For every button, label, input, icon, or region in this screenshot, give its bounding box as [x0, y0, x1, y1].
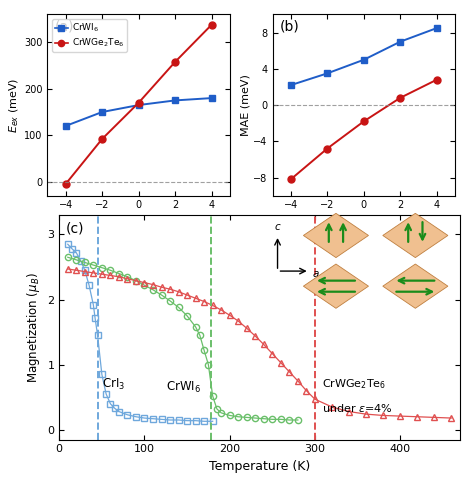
Legend: CrWI$_6$, CrWGe$_2$Te$_6$: CrWI$_6$, CrWGe$_2$Te$_6$: [52, 19, 127, 52]
Text: (a): (a): [55, 20, 74, 34]
X-axis label: Temperature (K): Temperature (K): [209, 460, 310, 473]
Text: $a$: $a$: [311, 269, 319, 279]
Text: (c): (c): [65, 222, 84, 236]
Text: under $\epsilon$=4%: under $\epsilon$=4%: [322, 401, 392, 413]
Y-axis label: Magnetization ($\mu_B$): Magnetization ($\mu_B$): [25, 272, 42, 383]
Polygon shape: [383, 213, 448, 257]
Y-axis label: $E_{ex}$ (meV): $E_{ex}$ (meV): [8, 77, 21, 133]
X-axis label: Strain ε (%): Strain ε (%): [333, 216, 394, 226]
Text: $c$: $c$: [273, 222, 281, 231]
Y-axis label: MAE (meV): MAE (meV): [241, 74, 251, 136]
X-axis label: Strain ε (%): Strain ε (%): [108, 216, 169, 226]
Polygon shape: [303, 264, 368, 308]
Polygon shape: [303, 213, 368, 257]
Text: CrI$_3$: CrI$_3$: [102, 376, 125, 392]
Text: CrWGe$_2$Te$_6$: CrWGe$_2$Te$_6$: [322, 377, 386, 391]
Text: CrWI$_6$: CrWI$_6$: [166, 380, 201, 395]
Polygon shape: [383, 264, 448, 308]
Text: (b): (b): [280, 20, 300, 34]
